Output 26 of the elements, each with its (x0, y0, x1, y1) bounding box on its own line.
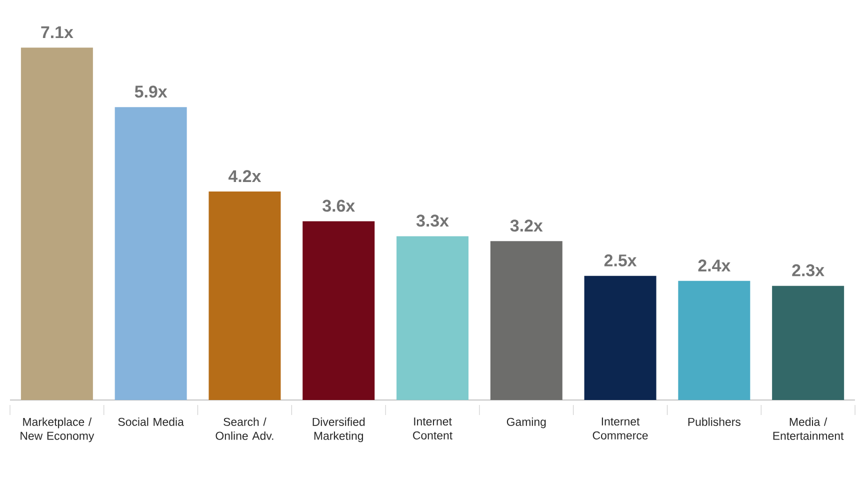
x-tick-label: Social Media (118, 418, 184, 426)
bar (20, 48, 93, 400)
x-tick-label: Media / Entertainment (773, 418, 844, 440)
x-tick-label: Gaming (506, 418, 546, 428)
data-label: 5.9x (134, 86, 168, 98)
data-label: 3.6x (322, 200, 355, 212)
data-label: 2.4x (698, 260, 731, 272)
data-label: 3.3x (416, 214, 449, 227)
data-label: 4.2x (228, 170, 262, 182)
x-tick-label: Publishers (688, 418, 740, 426)
x-tick-label: Marketplace / New Economy (20, 418, 94, 442)
data-label: 2.3x (792, 264, 824, 276)
bar (678, 280, 750, 400)
bar (208, 192, 281, 400)
data-label: 3.2x (510, 220, 543, 232)
bar (396, 236, 468, 400)
bar (302, 221, 375, 400)
bar (772, 286, 844, 400)
x-tick-label: Search / Online Adv. (216, 418, 274, 440)
x-tick-label: Internet Commerce (592, 418, 648, 440)
data-label: 2.5x (604, 254, 637, 266)
bar (584, 276, 656, 400)
x-tick-label: Diversified Marketing (312, 418, 365, 442)
data-label: 7.1x (41, 26, 74, 38)
x-tick-label: Internet Content (413, 418, 452, 440)
bar (114, 107, 187, 400)
